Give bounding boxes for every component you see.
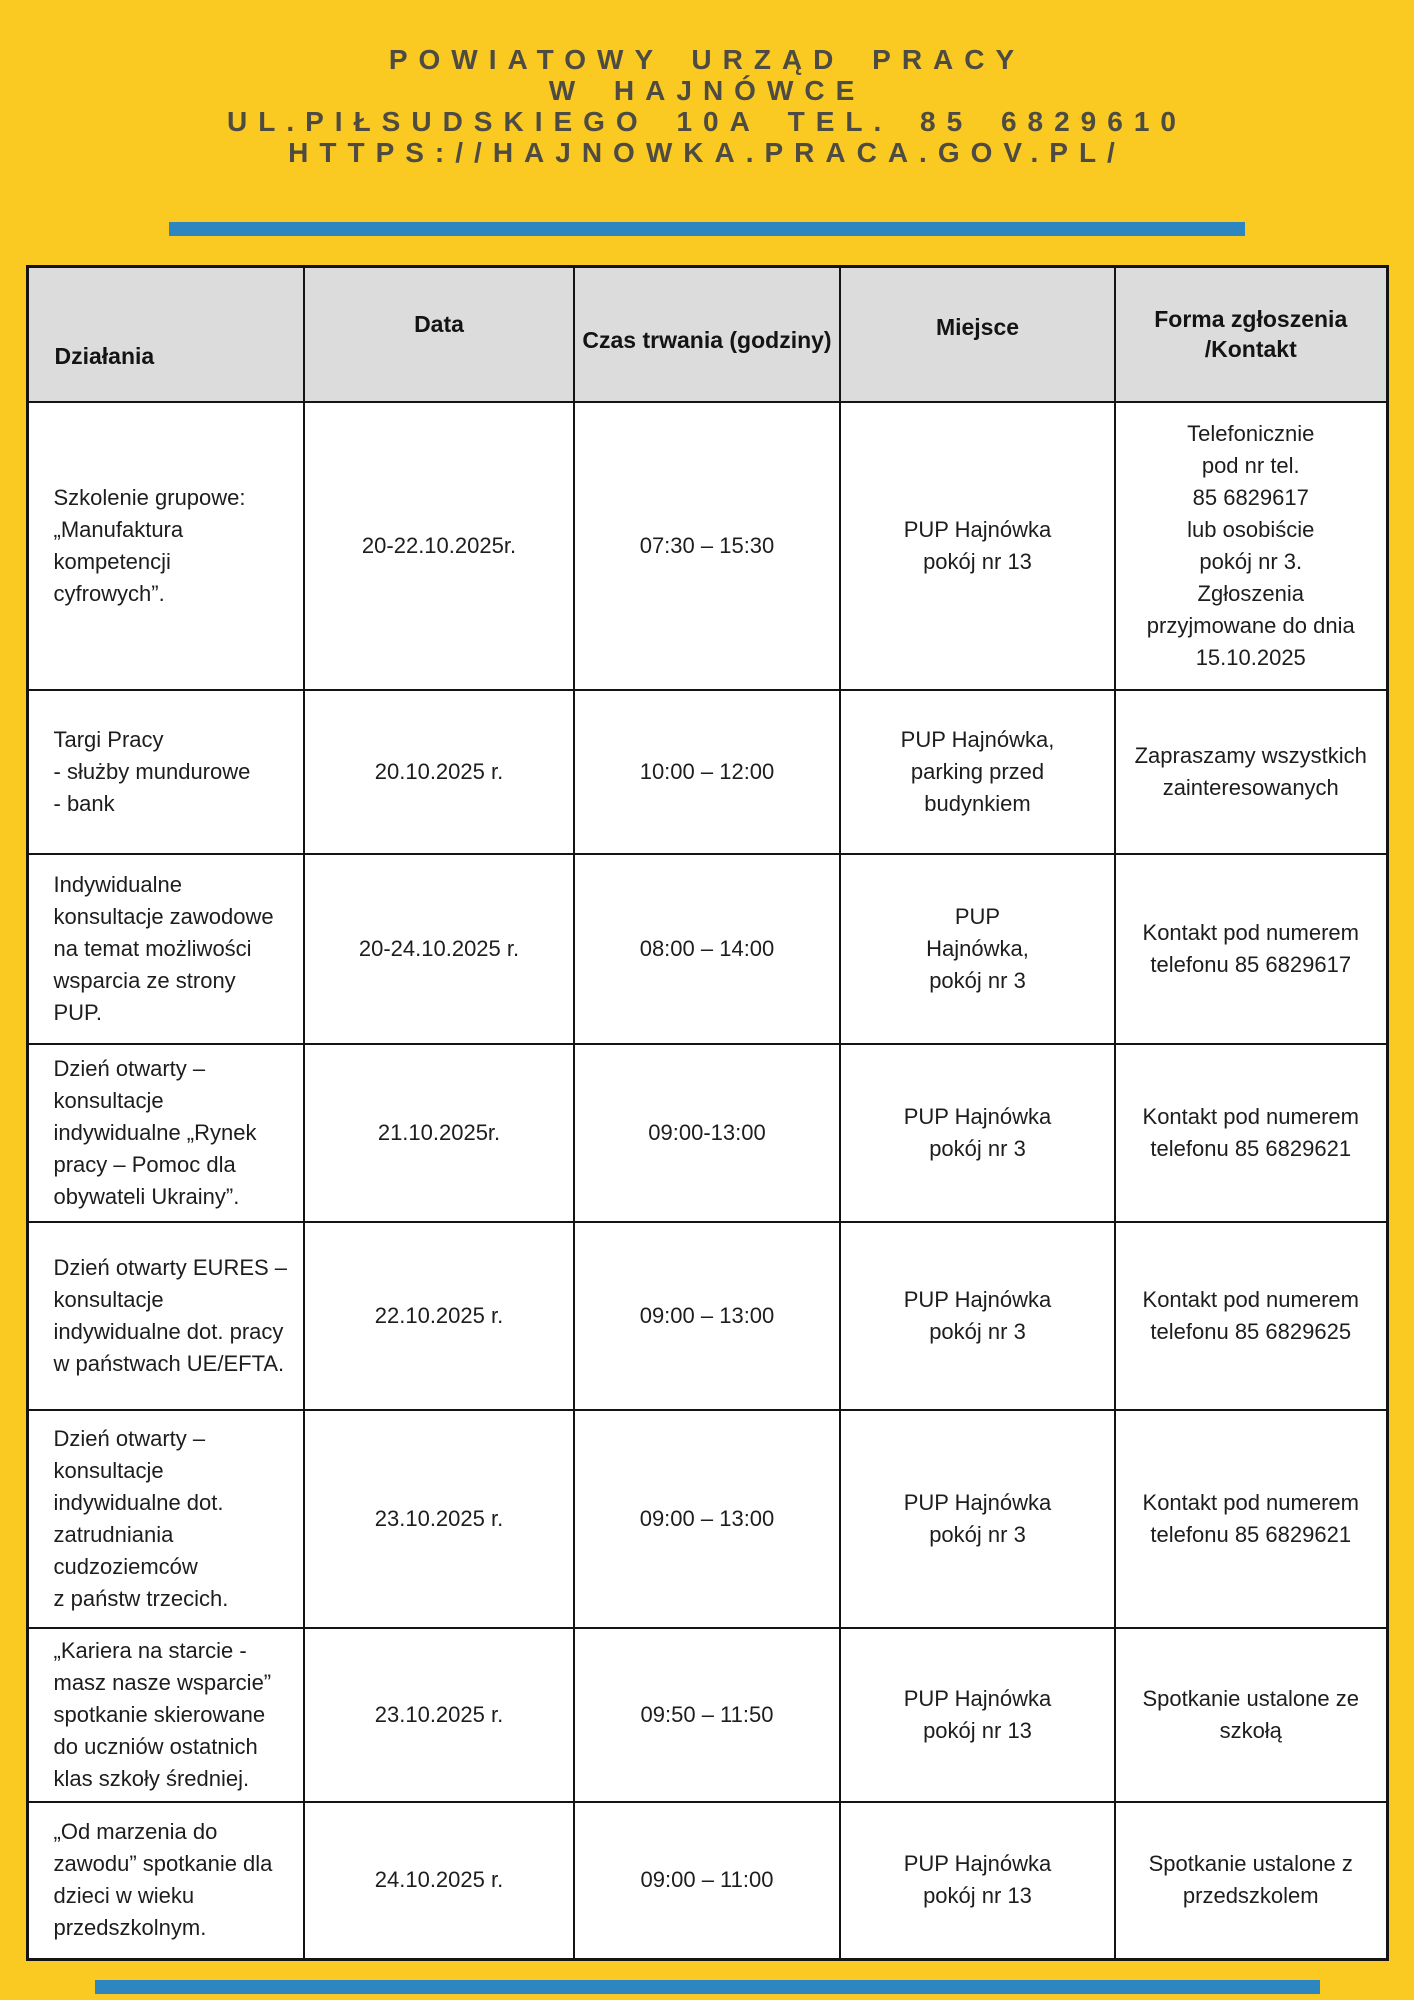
column-header-data: Data: [303, 265, 575, 403]
cell-date: 20.10.2025 r.: [303, 688, 575, 855]
schedule-table: Działania Data Czas trwania (godziny) Mi…: [25, 265, 1389, 1961]
cell-date: 22.10.2025 r.: [303, 1220, 575, 1411]
cell-activity: Targi Pracy - służby mundurowe - bank: [26, 688, 305, 855]
cell-date: 20-22.10.2025r.: [303, 400, 575, 691]
table-header-row: Działania Data Czas trwania (godziny) Mi…: [26, 265, 1388, 403]
header-line-org-name: POWIATOWY URZĄD PRACY: [388, 44, 1026, 75]
cell-activity: Dzień otwarty – konsultacje indywidualne…: [26, 1042, 305, 1223]
cell-date: 23.10.2025 r.: [303, 1408, 575, 1629]
cell-time: 09:00 – 13:00: [573, 1408, 841, 1629]
cell-place: PUP Hajnówka pokój nr 13: [839, 1626, 1116, 1803]
cell-activity: Dzień otwarty – konsultacje indywidualne…: [26, 1408, 305, 1629]
page-header: POWIATOWY URZĄD PRACY W HAJNÓWCE UL.PIŁS…: [0, 0, 1414, 168]
cell-date: 24.10.2025 r.: [303, 1800, 575, 1961]
cell-place: PUP Hajnówka pokój nr 3: [839, 1408, 1116, 1629]
cell-activity: „Kariera na starcie - masz nasze wsparci…: [26, 1626, 305, 1803]
column-header-miejsce: Miejsce: [839, 265, 1116, 403]
table-row: Szkolenie grupowe: „Manufaktura kompeten…: [26, 400, 1388, 691]
cell-activity: Indywidualne konsultacje zawodowe na tem…: [26, 852, 305, 1045]
cell-place: PUP Hajnówka, pokój nr 3: [839, 852, 1116, 1045]
table-row: Targi Pracy - służby mundurowe - bank 20…: [26, 688, 1388, 855]
column-header-forma-zgloszenia: Forma zgłoszenia /Kontakt: [1114, 265, 1388, 403]
cell-contact: Zapraszamy wszystkich zainteresowanych: [1114, 688, 1388, 855]
cell-activity: Dzień otwarty EURES – konsultacje indywi…: [26, 1220, 305, 1411]
cell-contact: Kontakt pod numerem telefonu 85 6829617: [1114, 852, 1388, 1045]
cell-contact: Spotkanie ustalone z przedszkolem: [1114, 1800, 1388, 1961]
table-row: „Od marzenia do zawodu” spotkanie dla dz…: [26, 1800, 1388, 1961]
table-row: Dzień otwarty – konsultacje indywidualne…: [26, 1408, 1388, 1629]
cell-date: 20-24.10.2025 r.: [303, 852, 575, 1045]
column-header-czas-trwania: Czas trwania (godziny): [573, 265, 841, 403]
cell-date: 23.10.2025 r.: [303, 1626, 575, 1803]
header-line-website: HTTPS://HAJNOWKA.PRACA.GOV.PL/: [288, 137, 1126, 168]
cell-contact: Telefonicznie pod nr tel. 85 6829617 lub…: [1114, 400, 1388, 691]
cell-place: PUP Hajnówka pokój nr 3: [839, 1220, 1116, 1411]
cell-time: 09:00 – 13:00: [573, 1220, 841, 1411]
cell-contact: Kontakt pod numerem telefonu 85 6829621: [1114, 1042, 1388, 1223]
table-row: Indywidualne konsultacje zawodowe na tem…: [26, 852, 1388, 1045]
cell-time: 07:30 – 15:30: [573, 400, 841, 691]
cell-time: 09:00 – 11:00: [573, 1800, 841, 1961]
cell-contact: Kontakt pod numerem telefonu 85 6829625: [1114, 1220, 1388, 1411]
cell-time: 10:00 – 12:00: [573, 688, 841, 855]
header-line-city: W HAJNÓWCE: [548, 75, 866, 106]
header-line-address-phone: UL.PIŁSUDSKIEGO 10A TEL. 85 6829610: [227, 106, 1187, 137]
cell-place: PUP Hajnówka, parking przed budynkiem: [839, 688, 1116, 855]
cell-place: PUP Hajnówka pokój nr 3: [839, 1042, 1116, 1223]
column-header-dzialania: Działania: [26, 265, 305, 403]
cell-time: 08:00 – 14:00: [573, 852, 841, 1045]
cell-activity: „Od marzenia do zawodu” spotkanie dla dz…: [26, 1800, 305, 1961]
cell-time: 09:00-13:00: [573, 1042, 841, 1223]
cell-time: 09:50 – 11:50: [573, 1626, 841, 1803]
cell-place: PUP Hajnówka pokój nr 13: [839, 1800, 1116, 1961]
top-divider-bar: [169, 222, 1245, 236]
table-row: Dzień otwarty EURES – konsultacje indywi…: [26, 1220, 1388, 1411]
table-row: Dzień otwarty – konsultacje indywidualne…: [26, 1042, 1388, 1223]
table-row: „Kariera na starcie - masz nasze wsparci…: [26, 1626, 1388, 1803]
cell-place: PUP Hajnówka pokój nr 13: [839, 400, 1116, 691]
bottom-divider-bar: [94, 1980, 1320, 1994]
cell-contact: Spotkanie ustalone ze szkołą: [1114, 1626, 1388, 1803]
cell-date: 21.10.2025r.: [303, 1042, 575, 1223]
cell-activity: Szkolenie grupowe: „Manufaktura kompeten…: [26, 400, 305, 691]
cell-contact: Kontakt pod numerem telefonu 85 6829621: [1114, 1408, 1388, 1629]
